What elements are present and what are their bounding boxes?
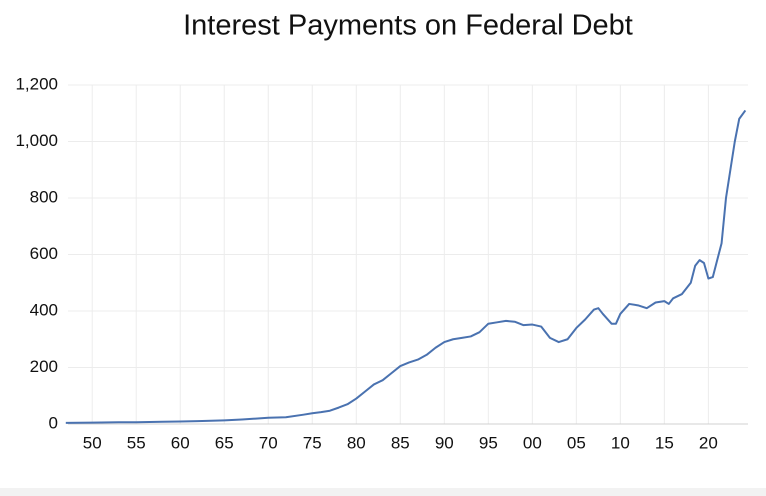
x-tick-label: 60 xyxy=(171,433,190,452)
x-tick-label: 75 xyxy=(303,433,322,452)
x-tick-label: 05 xyxy=(567,433,586,452)
footer-strip xyxy=(0,488,766,496)
y-tick-label: 1,200 xyxy=(15,74,58,93)
y-tick-label: 200 xyxy=(30,357,58,376)
x-tick-label: 95 xyxy=(479,433,498,452)
x-tick-label: 65 xyxy=(215,433,234,452)
x-tick-label: 55 xyxy=(127,433,146,452)
y-tick-label: 0 xyxy=(49,413,58,432)
y-tick-label: 400 xyxy=(30,300,58,319)
x-tick-label: 10 xyxy=(611,433,630,452)
chart-title: Interest Payments on Federal Debt xyxy=(183,10,633,42)
x-tick-label: 85 xyxy=(391,433,410,452)
x-tick-label: 50 xyxy=(83,433,102,452)
x-tick-label: 00 xyxy=(523,433,542,452)
y-tick-label: 600 xyxy=(30,244,58,263)
x-tick-label: 20 xyxy=(699,433,718,452)
x-tick-label: 90 xyxy=(435,433,454,452)
y-tick-label: 800 xyxy=(30,187,58,206)
x-tick-label: 80 xyxy=(347,433,366,452)
y-tick-label: 1,000 xyxy=(15,131,58,150)
x-tick-label: 70 xyxy=(259,433,278,452)
x-tick-label: 15 xyxy=(655,433,674,452)
line-series xyxy=(65,109,747,424)
